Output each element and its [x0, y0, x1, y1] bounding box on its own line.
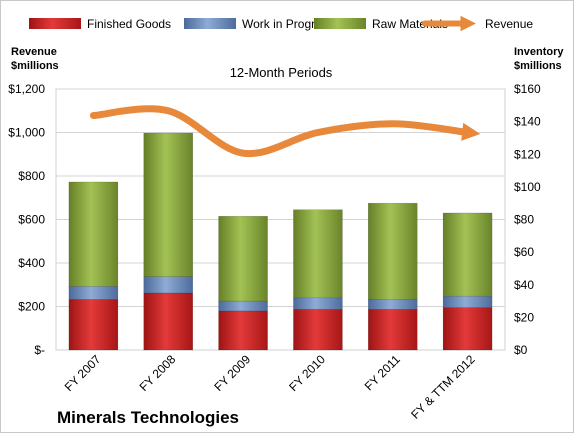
x-tick-label: FY & TTM 2012 — [408, 352, 478, 422]
bar-work-in-progress — [442, 295, 493, 308]
bar-finished-goods — [218, 310, 268, 351]
left-tick-label: $800 — [18, 169, 45, 183]
right-axis-ticks: $0 $20 $40 $60 $80 $100 $120 $140 $160 — [514, 82, 541, 357]
bar-raw-materials — [442, 212, 493, 297]
bar-finished-goods — [442, 307, 493, 351]
left-tick-label: $400 — [18, 256, 45, 270]
revenue-line-path — [89, 105, 481, 158]
left-axis-title-line2: $millions — [11, 60, 59, 72]
right-tick-label: $0 — [514, 343, 528, 357]
revenue-line — [89, 105, 481, 158]
x-tick-label: FY 2011 — [362, 352, 403, 393]
bar-work-in-progress — [218, 300, 268, 312]
right-tick-label: $140 — [514, 115, 541, 129]
bar-raw-materials — [68, 181, 119, 287]
left-tick-label: $600 — [18, 213, 45, 227]
left-tick-label: $200 — [18, 300, 45, 314]
right-tick-label: $40 — [514, 278, 534, 292]
right-tick-label: $120 — [514, 147, 541, 161]
right-tick-label: $60 — [514, 245, 534, 259]
bar-work-in-progress — [68, 286, 119, 300]
bar-work-in-progress — [143, 276, 193, 294]
bar-finished-goods — [293, 308, 343, 351]
x-tick-label: FY 2009 — [211, 352, 253, 394]
bar-work-in-progress — [368, 299, 418, 310]
right-tick-label: $20 — [514, 310, 534, 324]
bar-finished-goods — [68, 299, 119, 351]
right-tick-label: $160 — [514, 82, 541, 96]
right-tick-label: $80 — [514, 213, 534, 227]
legend: Finished Goods Work in Progress Raw Mate… — [29, 15, 533, 32]
bars — [68, 132, 493, 351]
gridlines — [56, 88, 505, 307]
bar-raw-materials — [143, 132, 193, 277]
bar-work-in-progress — [293, 297, 343, 310]
right-axis-title-line1: Inventory — [514, 46, 564, 58]
bar-finished-goods — [143, 292, 193, 351]
bar-finished-goods — [368, 308, 418, 351]
left-tick-label: $1,200 — [8, 82, 45, 96]
x-tick-label: FY 2007 — [62, 352, 104, 394]
bar-raw-materials — [293, 209, 343, 299]
chart-subtitle: 12-Month Periods — [230, 65, 333, 80]
legend-label-revenue: Revenue — [485, 17, 533, 31]
left-axis-ticks: $- $200 $400 $600 $800 $1,000 $1,200 — [8, 82, 45, 357]
legend-swatch-raw-materials — [314, 18, 366, 29]
x-tick-label: FY 2008 — [137, 352, 179, 394]
x-tick-label: FY 2010 — [286, 352, 328, 394]
legend-swatch-finished-goods — [29, 18, 81, 29]
bar-raw-materials — [218, 215, 268, 302]
legend-label-finished-goods: Finished Goods — [87, 17, 171, 31]
legend-swatch-work-in-progress — [184, 18, 236, 29]
right-axis-title-line2: $millions — [514, 60, 562, 72]
left-axis-title-line1: Revenue — [11, 46, 57, 58]
company-name: Minerals Technologies — [57, 408, 239, 427]
bar-raw-materials — [368, 202, 418, 300]
left-tick-label: $- — [34, 343, 45, 357]
right-tick-label: $100 — [514, 180, 541, 194]
left-tick-label: $1,000 — [8, 126, 45, 140]
legend-label-work-in-progress: Work in Progress — [242, 17, 334, 31]
